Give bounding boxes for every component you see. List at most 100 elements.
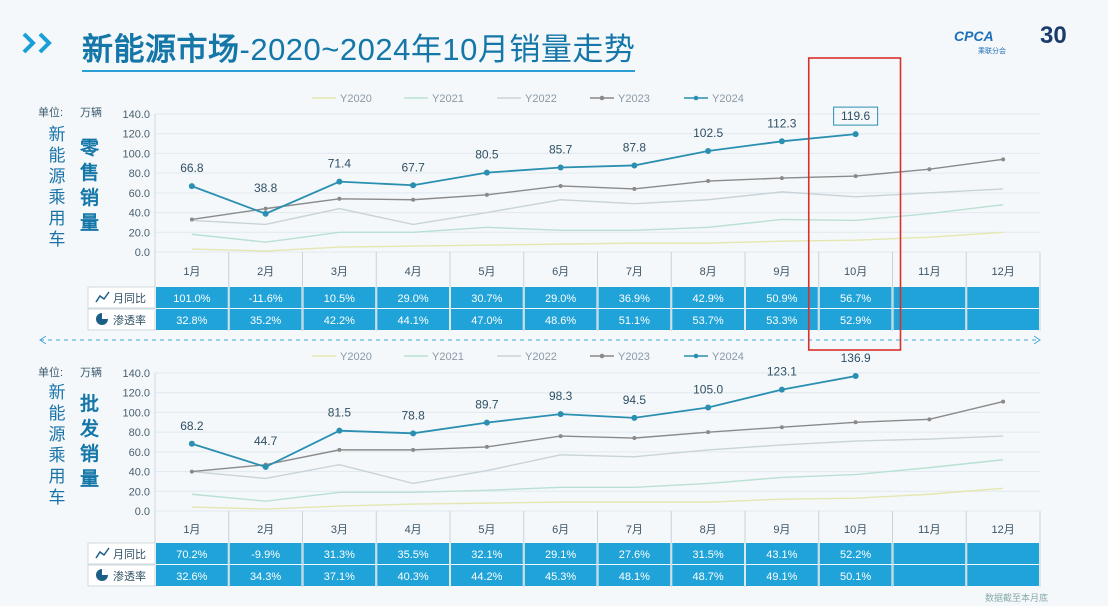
table-cell bbox=[746, 309, 818, 330]
table-cell bbox=[598, 565, 671, 586]
pie-icon-slice bbox=[102, 313, 108, 319]
legend-label: Y2023 bbox=[618, 93, 650, 105]
x-tick-label: 12月 bbox=[992, 266, 1015, 278]
table-cell bbox=[672, 309, 744, 330]
data-point-y2024 bbox=[410, 182, 417, 189]
data-label: 71.4 bbox=[328, 157, 352, 171]
data-point-y2023 bbox=[706, 179, 711, 184]
x-tick-label: 9月 bbox=[773, 266, 790, 278]
table-cell bbox=[303, 543, 376, 564]
x-tick-label: 3月 bbox=[331, 524, 348, 536]
data-point-y2024 bbox=[188, 183, 195, 190]
table-cell bbox=[746, 543, 818, 564]
data-point-y2024 bbox=[705, 147, 712, 154]
table-cell bbox=[672, 565, 744, 586]
x-tick-label: 2月 bbox=[257, 266, 274, 278]
data-point-y2024 bbox=[483, 419, 490, 426]
data-label: 80.5 bbox=[475, 148, 499, 162]
data-point-y2023 bbox=[558, 183, 563, 188]
table-cell-value: 48.1% bbox=[619, 571, 650, 583]
table-cell-value: 36.9% bbox=[619, 293, 650, 305]
x-tick-label: 12月 bbox=[992, 524, 1015, 536]
table-cell-value: 44.2% bbox=[471, 571, 502, 583]
data-point-y2024 bbox=[705, 404, 712, 411]
data-point-y2024 bbox=[336, 427, 343, 434]
x-tick-label: 6月 bbox=[552, 266, 569, 278]
table-cell-value: 52.9% bbox=[840, 315, 871, 327]
data-label: 85.7 bbox=[549, 143, 573, 157]
unit-label: 单位: bbox=[38, 107, 64, 119]
table-cell-value: 53.3% bbox=[766, 315, 797, 327]
series-line-y2024 bbox=[191, 375, 856, 468]
y-tick-label: 60.0 bbox=[129, 447, 150, 459]
highlight-label-box bbox=[833, 106, 879, 126]
table-cell-value: 37.1% bbox=[324, 571, 355, 583]
x-tick-label: 5月 bbox=[478, 524, 495, 536]
table-cell bbox=[377, 543, 449, 564]
table-cell bbox=[451, 543, 523, 564]
legend-label: Y2024 bbox=[712, 93, 744, 105]
y-tick-label: 100.0 bbox=[122, 407, 150, 419]
legend-label: Y2022 bbox=[525, 93, 557, 105]
cpca-logo: CPCA 乘联分会 bbox=[954, 28, 1006, 55]
anniversary-logo: 30 bbox=[1040, 22, 1067, 49]
table-cell bbox=[893, 309, 966, 330]
x-tick-label: 7月 bbox=[626, 266, 643, 278]
table-row-label: 渗透率 bbox=[113, 313, 146, 327]
data-point-y2023 bbox=[484, 444, 489, 449]
table-row-label: 月同比 bbox=[113, 548, 146, 561]
data-label: 68.2 bbox=[180, 419, 204, 433]
data-label: 136.9 bbox=[841, 351, 871, 365]
legend-marker bbox=[599, 95, 605, 101]
data-label: 102.5 bbox=[693, 126, 723, 140]
table-cell bbox=[524, 309, 597, 330]
table-cell bbox=[893, 565, 966, 586]
table-cell bbox=[229, 287, 302, 308]
wholesale-label: 批发销量 bbox=[80, 394, 100, 490]
legend-label: Y2020 bbox=[340, 351, 372, 363]
table-row-label: 月同比 bbox=[113, 292, 146, 305]
data-label: 89.7 bbox=[475, 398, 499, 412]
chevron-icon bbox=[22, 32, 36, 54]
table-cell bbox=[967, 287, 1039, 308]
data-point-y2023 bbox=[853, 174, 858, 179]
table-cell-value: 29.0% bbox=[398, 293, 429, 305]
series-line-y2021 bbox=[191, 203, 1004, 243]
table-cell-value: 10.5% bbox=[324, 293, 355, 305]
legend-label: Y2024 bbox=[712, 351, 744, 363]
data-point-y2023 bbox=[779, 176, 784, 181]
y-tick-label: 140.0 bbox=[122, 109, 150, 121]
table-cell-value: 48.7% bbox=[693, 571, 724, 583]
table-cell bbox=[598, 287, 671, 308]
table-cell bbox=[229, 309, 302, 330]
table-cell bbox=[893, 543, 966, 564]
footer-note: 数据截至本月底 bbox=[984, 593, 1048, 603]
table-cell-value: 27.6% bbox=[619, 549, 650, 561]
legend-marker bbox=[693, 95, 699, 101]
table-cell bbox=[672, 543, 744, 564]
legend-label: Y2021 bbox=[432, 93, 464, 105]
data-point-y2023 bbox=[706, 430, 711, 435]
y-tick-label: 40.0 bbox=[129, 467, 150, 479]
x-tick-label: 3月 bbox=[331, 266, 348, 278]
y-tick-label: 40.0 bbox=[129, 208, 150, 220]
table-cell-value: -11.6% bbox=[249, 293, 283, 305]
data-label: 123.1 bbox=[767, 365, 797, 379]
data-point-y2023 bbox=[853, 420, 858, 425]
table-cell-value: 101.0% bbox=[173, 293, 211, 305]
table-cell bbox=[967, 543, 1039, 564]
y-tick-label: 120.0 bbox=[122, 388, 150, 400]
table-cell bbox=[746, 565, 818, 586]
table-cell-value: 31.5% bbox=[693, 549, 724, 561]
legend-label: Y2022 bbox=[525, 351, 557, 363]
data-point-y2023 bbox=[632, 436, 637, 441]
trend-icon bbox=[95, 547, 110, 559]
series-line-y2020 bbox=[191, 487, 1004, 510]
y-tick-label: 100.0 bbox=[122, 148, 150, 160]
x-tick-label: 1月 bbox=[183, 266, 200, 278]
data-point-y2023 bbox=[1001, 157, 1006, 162]
table-cell-value: 34.3% bbox=[250, 571, 281, 583]
x-tick-label: 4月 bbox=[405, 266, 422, 278]
table-cell bbox=[893, 287, 966, 308]
table-cell-value: 50.1% bbox=[840, 571, 871, 583]
